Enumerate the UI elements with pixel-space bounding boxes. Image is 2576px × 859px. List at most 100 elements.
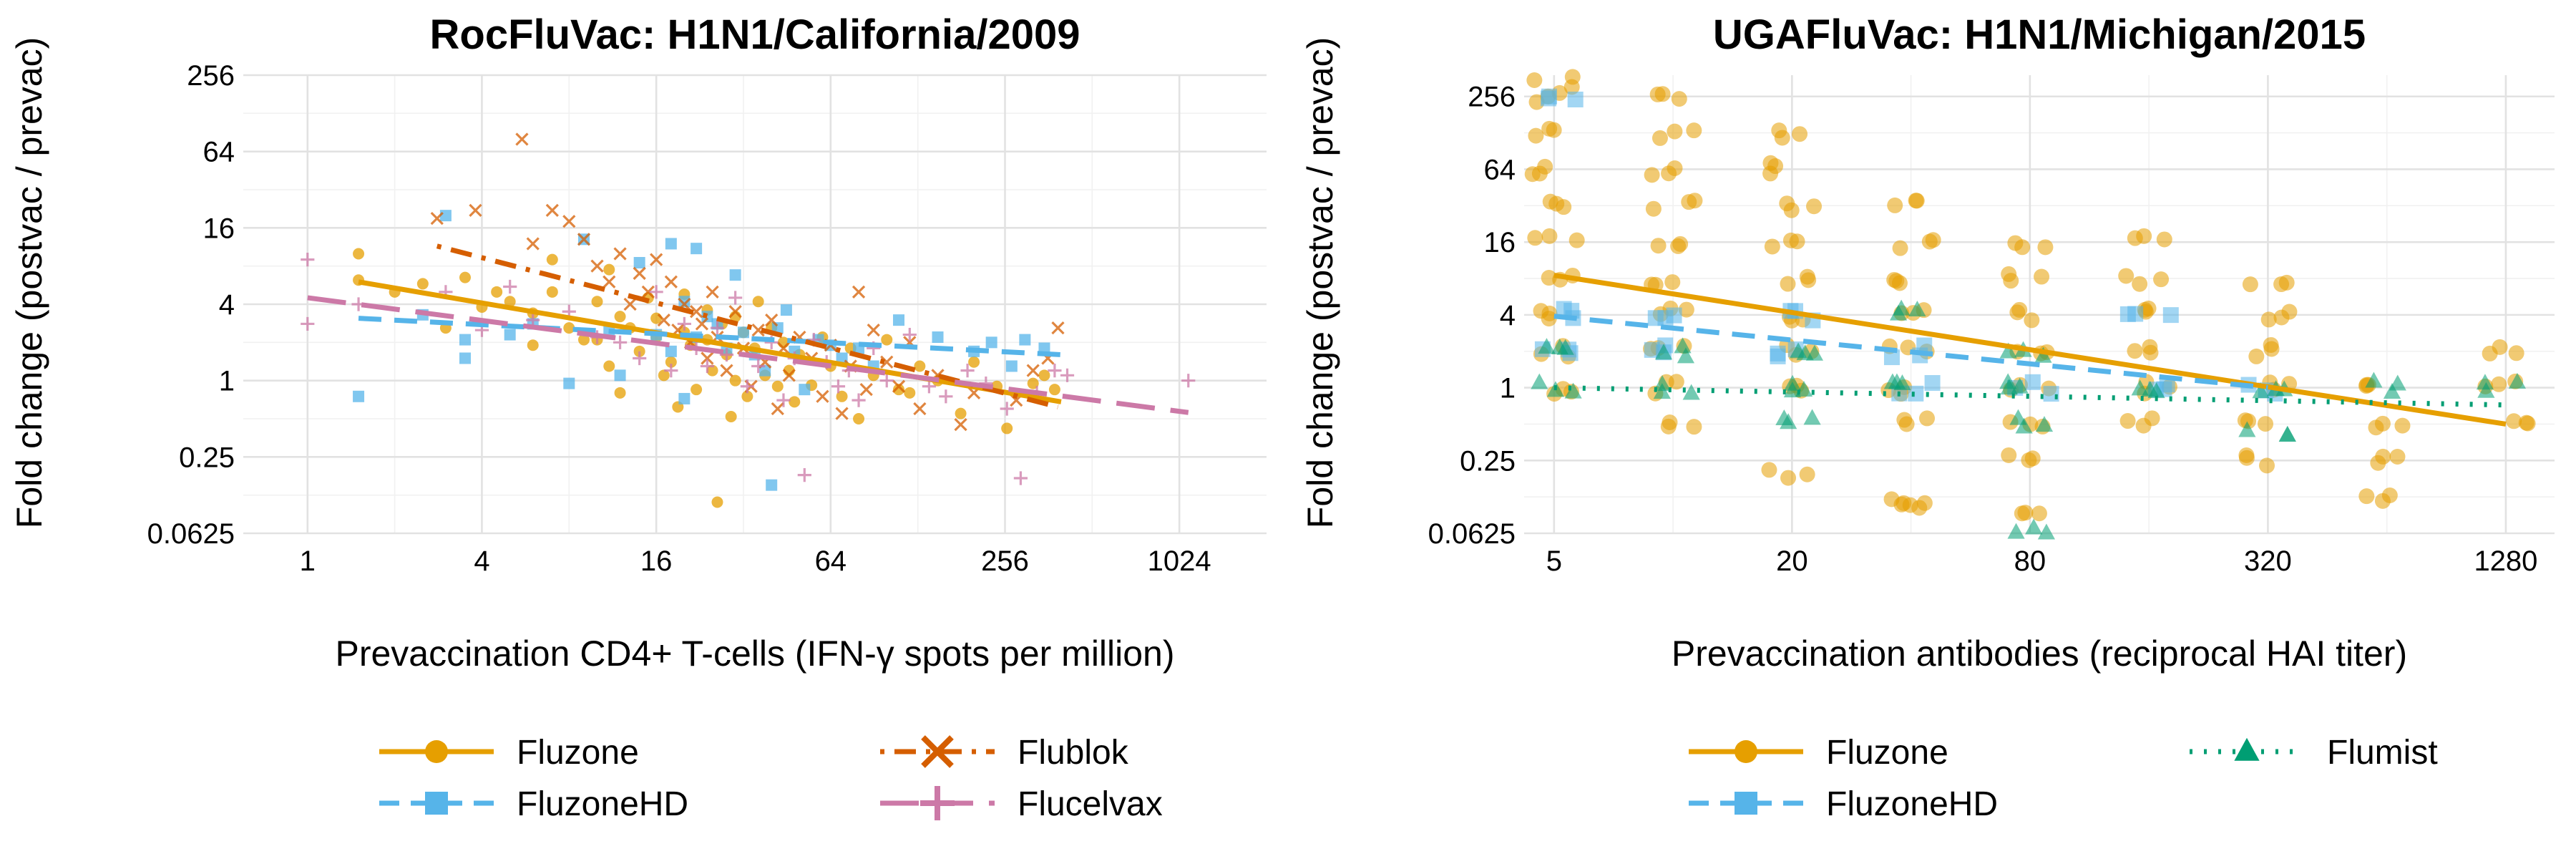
data-point-flublok	[913, 402, 927, 416]
data-point-flumist	[2015, 417, 2033, 434]
data-point-fluzone	[603, 360, 615, 372]
data-point-fluzone	[1764, 238, 1780, 255]
data-point-fluzonehd	[1666, 307, 1682, 324]
data-point-fluzone	[1660, 418, 1677, 435]
data-point-flucelvax	[301, 316, 315, 331]
data-point-flublok	[633, 266, 646, 281]
data-point-fluzonehd	[691, 243, 703, 255]
x-axis-label: Prevaccination antibodies (reciprocal HA…	[1672, 634, 2407, 674]
data-point-fluzone	[504, 296, 516, 308]
data-point-flumist	[1564, 382, 1582, 399]
data-point-flumist	[1908, 300, 1926, 316]
data-point-fluzone	[2132, 276, 2148, 292]
fit-lines	[307, 243, 1189, 415]
data-point-fluzone	[2238, 447, 2255, 463]
data-point-fluzone	[2506, 413, 2522, 430]
fit-line-fluzonehd	[358, 316, 1062, 357]
data-point-fluzonehd	[459, 334, 471, 346]
data-point-fluzonehd	[1908, 385, 1924, 402]
data-point-fluzone	[1649, 86, 1666, 102]
data-point-flumist	[1999, 342, 2017, 359]
data-point-fluzonehd	[678, 296, 691, 308]
data-point-fluzonehd	[2162, 307, 2179, 324]
data-point-flublok	[954, 417, 967, 432]
data-point-fluzone	[2014, 239, 2031, 256]
fit-line-fluzone	[1553, 273, 2507, 427]
data-point-fluzone	[2508, 345, 2524, 361]
data-point-fluzone	[2259, 457, 2275, 474]
data-point-fluzone	[2135, 417, 2152, 434]
data-point-flumist	[2034, 346, 2052, 363]
data-point-flublok	[859, 383, 873, 397]
data-point-fluzone	[771, 380, 784, 392]
data-point-fluzone	[578, 334, 590, 346]
data-point-fluzone	[853, 413, 865, 424]
data-point-flucelvax	[728, 291, 743, 305]
data-point-flumist	[2238, 421, 2256, 437]
data-point-flumist	[1653, 375, 1672, 392]
data-point-fluzone	[1541, 270, 1557, 286]
data-point-fluzone	[1541, 228, 1558, 244]
data-point-fluzone	[1564, 69, 1581, 85]
plot-marks	[1524, 69, 2536, 540]
y-tick-label: 256	[1468, 82, 1516, 113]
data-point-flucelvax	[613, 335, 628, 349]
data-point-flublok	[623, 297, 637, 311]
data-point-fluzone	[1546, 122, 1562, 138]
data-point-fluzone	[2374, 415, 2391, 432]
data-point-flucelvax	[710, 321, 725, 335]
data-point-fluzone	[1771, 122, 1787, 139]
data-point-fluzone	[789, 396, 801, 408]
data-point-fluzone	[2003, 273, 2019, 289]
data-point-fluzone	[1911, 500, 1928, 516]
x-tick-label: 20	[1776, 545, 1808, 577]
data-point-flumist	[1674, 337, 1692, 354]
data-point-flublok	[469, 203, 482, 217]
data-point-fluzone	[1896, 412, 1913, 428]
data-point-fluzone	[591, 296, 603, 308]
data-point-fluzone	[1686, 419, 1702, 435]
data-point-flumist	[1783, 374, 1802, 391]
data-point-fluzone	[2374, 492, 2391, 509]
data-point-fluzone	[2024, 450, 2041, 467]
data-point-flublok	[695, 317, 709, 331]
data-point-flublok	[590, 259, 604, 273]
data-point-fluzonehd	[504, 329, 516, 341]
data-point-fluzone	[1789, 233, 1805, 250]
legend-marker	[921, 735, 954, 768]
data-point-fluzonehd	[1567, 91, 1584, 107]
legend-marker	[1735, 740, 1757, 763]
data-point-fluzone	[968, 356, 980, 368]
data-point-fluzone	[881, 334, 893, 346]
data-point-flublok	[720, 364, 733, 377]
data-point-flublok	[526, 237, 540, 251]
panel-rocfluvac: 1 4 16 64 256 1024 0.0625 0.25 1 4 16 64 256 RocFluV…	[9, 11, 1267, 823]
data-point-fluzone	[1568, 232, 1585, 248]
data-point-fluzone	[2153, 271, 2170, 288]
data-point-fluzone	[2281, 304, 2298, 320]
legend-key-fluzone: Fluzone	[1689, 734, 1948, 772]
data-point-flucelvax	[719, 347, 734, 362]
data-point-flublok	[880, 355, 894, 369]
y-axis-label: Fold change (postvac / prevac)	[1300, 37, 1340, 528]
data-point-fluzone	[1671, 91, 1687, 107]
x-tick-label: 5	[1546, 545, 1562, 577]
data-point-fluzone	[2118, 268, 2135, 284]
data-point-fluzone	[2034, 268, 2050, 285]
y-tick-label: 64	[203, 137, 235, 168]
panel-ugafluvac: 5 20 80 320 1280 0.0625 0.25 1 4 16 64 256 UGAFluVa…	[1300, 11, 2555, 823]
data-point-flublok	[613, 247, 627, 261]
data-point-flucelvax	[1060, 368, 1075, 382]
data-point-fluzone	[2358, 488, 2375, 505]
data-point-fluzone	[658, 369, 670, 382]
data-point-fluzone	[2017, 505, 2034, 521]
x-tick-label: 1280	[2474, 545, 2537, 577]
x-tick-label: 320	[2244, 545, 2292, 577]
data-point-fluzone	[2263, 341, 2280, 357]
x-tick-label: 1024	[1148, 545, 1211, 577]
data-point-fluzone	[1780, 470, 1797, 486]
data-point-fluzone	[752, 296, 764, 308]
data-point-fluzonehd	[1019, 334, 1031, 346]
y-tick-label: 0.0625	[1428, 518, 1516, 550]
data-point-fluzone	[1892, 240, 1908, 256]
